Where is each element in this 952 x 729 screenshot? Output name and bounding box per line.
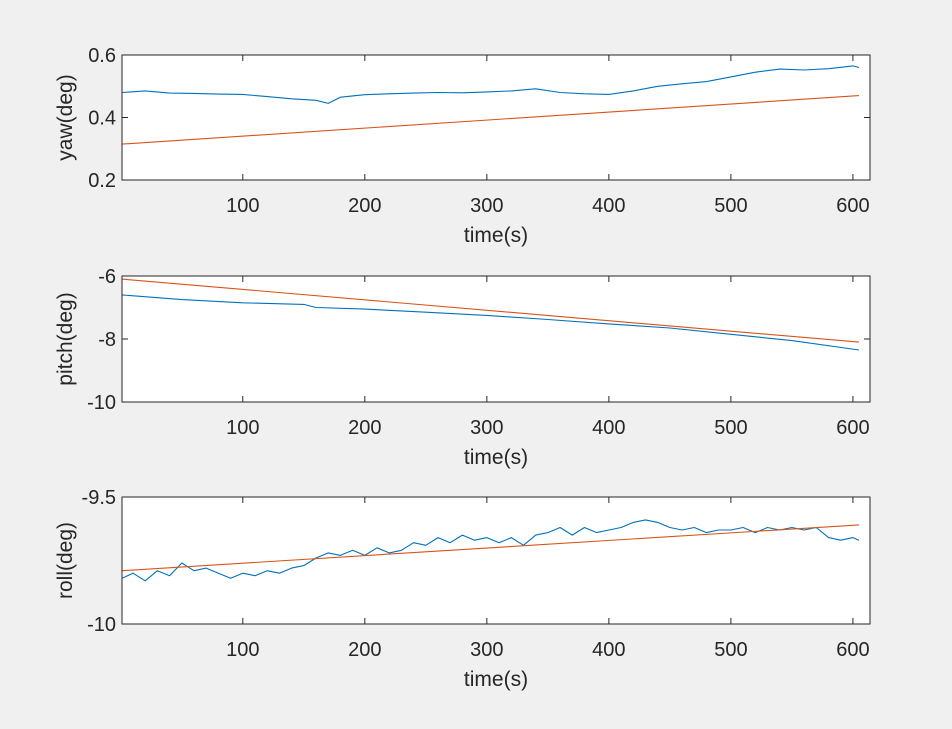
- y-tick-label: 0.2: [88, 170, 116, 192]
- x-tick-label: 300: [470, 639, 503, 661]
- x-tick-label: 100: [226, 417, 259, 439]
- x-tick-label: 200: [348, 639, 381, 661]
- y-tick-label: 0.6: [88, 45, 116, 67]
- x-axis-label: time(s): [464, 224, 528, 247]
- x-tick-label: 200: [348, 417, 381, 439]
- y-tick-label: -9.5: [82, 487, 116, 509]
- x-tick-label: 600: [836, 639, 869, 661]
- x-tick-label: 600: [836, 195, 869, 217]
- series-line-measured: [122, 65, 860, 104]
- y-axis-label: pitch(deg): [54, 292, 77, 385]
- y-tick-label: -8: [98, 329, 116, 351]
- x-tick-label: 500: [714, 195, 747, 217]
- y-tick-label: 0.4: [88, 108, 116, 130]
- series-line-measured: [122, 294, 860, 351]
- y-axis-label: roll(deg): [54, 522, 77, 599]
- plot-area: [122, 276, 870, 402]
- x-tick-label: 500: [714, 417, 747, 439]
- x-tick-label: 400: [592, 195, 625, 217]
- x-tick-label: 300: [470, 417, 503, 439]
- plot-area: [122, 55, 870, 180]
- x-tick-label: 500: [714, 639, 747, 661]
- series-line-fit: [122, 95, 860, 145]
- x-tick-label: 100: [226, 639, 259, 661]
- x-tick-label: 400: [592, 639, 625, 661]
- x-tick-label: 400: [592, 417, 625, 439]
- y-axis-label: yaw(deg): [54, 74, 77, 160]
- subplot-pitch[interactable]: 100 200 300 400 500 600 -10 -8 -6 time(s) pitch(de…: [54, 266, 871, 469]
- x-tick-label: 100: [226, 195, 259, 217]
- subplot-yaw[interactable]: 100 200 300 400 500 600 0.2 0.4 0.6 time(s) yaw(de…: [54, 45, 871, 247]
- y-tick-label: -6: [98, 266, 116, 288]
- series-line-measured: [122, 519, 860, 582]
- subplot-roll[interactable]: 100 200 300 400 500 600 -10 -9.5 time(s) roll(deg…: [54, 487, 871, 691]
- x-axis-label: time(s): [464, 668, 528, 691]
- series-line-fit: [122, 524, 860, 572]
- y-tick-label: -10: [87, 614, 116, 636]
- series-line-fit: [122, 278, 860, 343]
- x-tick-label: 200: [348, 195, 381, 217]
- y-tick-label: -10: [87, 392, 116, 414]
- x-tick-label: 600: [836, 417, 869, 439]
- plot-area: [122, 497, 870, 624]
- axes-box: [121, 496, 871, 625]
- x-tick-label: 300: [470, 195, 503, 217]
- x-axis-label: time(s): [464, 446, 528, 469]
